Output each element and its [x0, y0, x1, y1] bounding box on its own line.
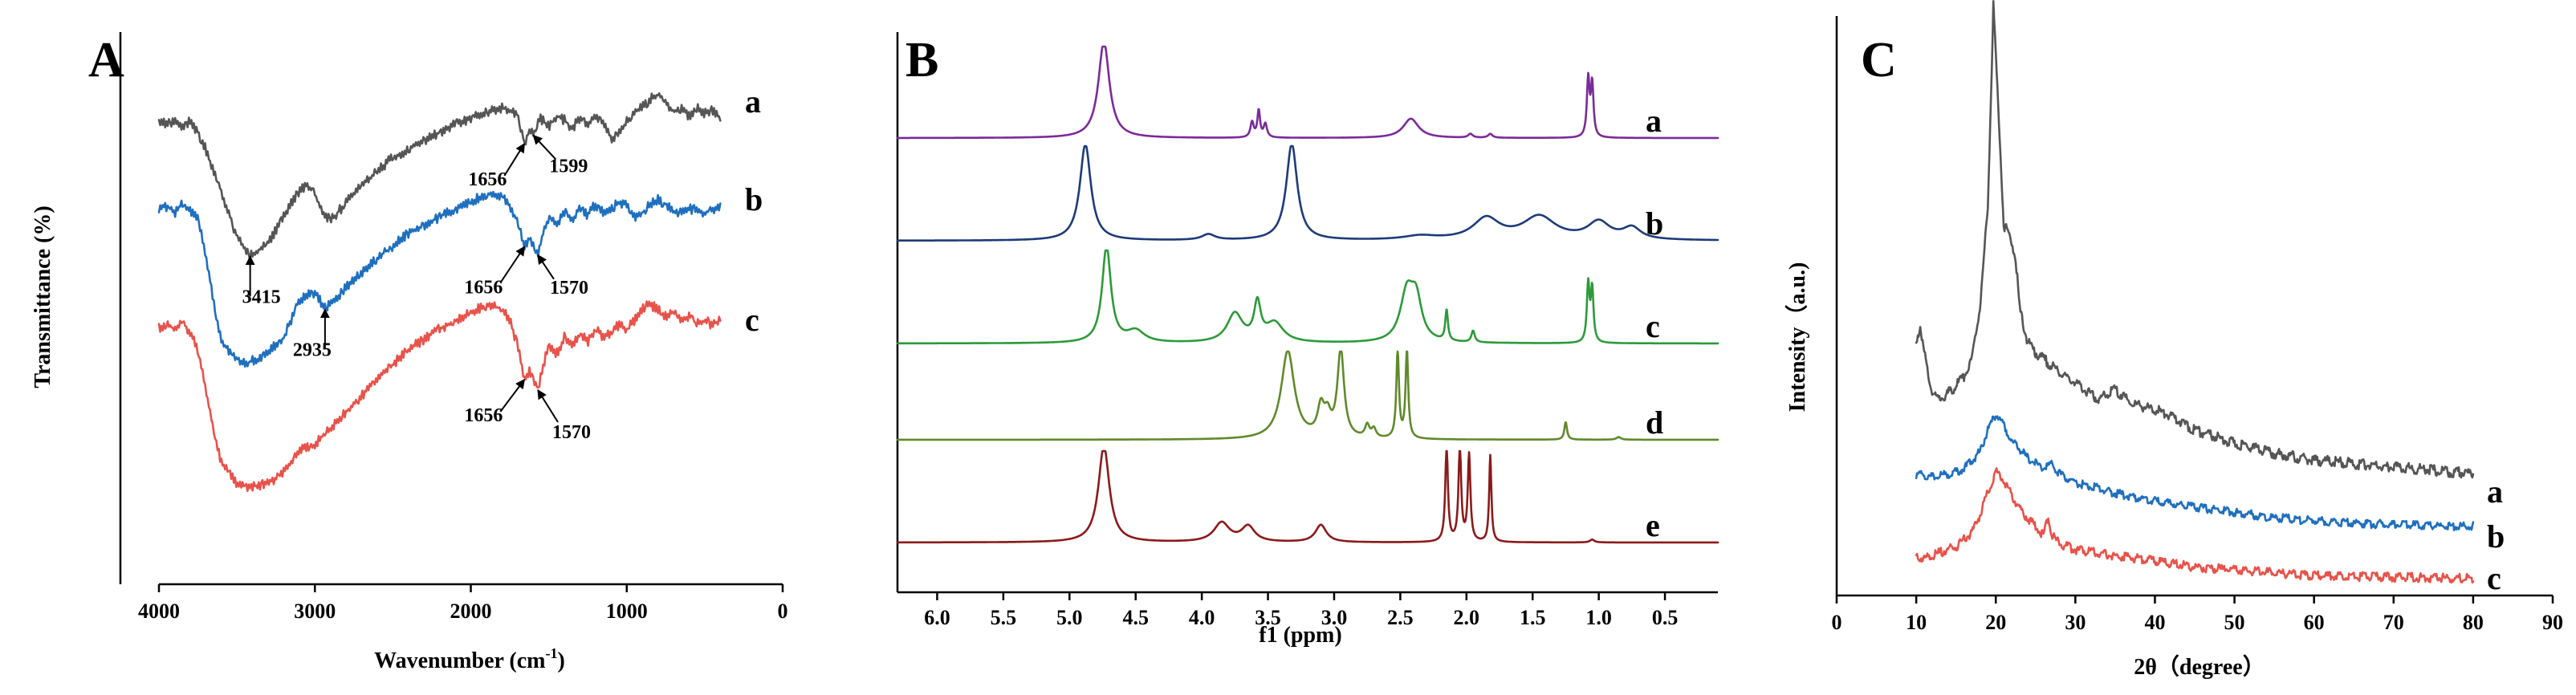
panel-c-tick-label: 0 [1832, 611, 1842, 634]
panel-b-tick-label: 6.0 [924, 606, 950, 629]
panel-c-tick-label: 80 [2463, 611, 2484, 634]
panel-c-tick-label: 20 [1985, 611, 2006, 634]
panel-b-series-a [896, 45, 1719, 140]
panel-a-xlabel: Wavenumber (cm-1) [374, 645, 565, 673]
panel-a-annotation-label: 1656 [464, 277, 503, 298]
panel-b-series-b [896, 144, 1719, 242]
panel-a-series-b [157, 190, 722, 368]
panel-a-annotation-arrow [532, 134, 557, 161]
panel-a-series-c [157, 300, 722, 493]
panel-b-tick-label: 4.5 [1122, 606, 1149, 629]
panel-b-series-d [896, 350, 1719, 441]
panel-a-annotation-label: 1656 [468, 169, 507, 190]
panel-c-curve-label-c: c [2487, 560, 2501, 596]
panel-c-xlabel: 2θ（degree） [2134, 653, 2265, 680]
panel-b-tick-label: 0.5 [1652, 606, 1679, 629]
panel-a-tick-label: 3000 [294, 599, 336, 623]
panel-b-series-e [896, 449, 1719, 544]
panel-a-annotation-arrow [499, 246, 526, 283]
panel-c-tick-label: 30 [2065, 611, 2086, 634]
panel-b-tick-label: 2.5 [1387, 606, 1414, 629]
panel-a-annotation-label: 1570 [552, 422, 591, 443]
panel-a-annotation-arrow [537, 388, 559, 423]
panel-c-tick-label: 60 [2304, 611, 2325, 634]
panel-b-curve-label-b: b [1646, 205, 1663, 242]
panel-b-tick-label: 5.5 [991, 606, 1017, 629]
panel-a: A Transmittance (%) Wavenumber (cm-1) 40… [31, 32, 788, 673]
panel-a-ylabel: Transmittance (%) [31, 205, 55, 388]
panel-a-annotation-arrow [537, 254, 555, 280]
panel-a-annotation-arrow [503, 142, 526, 177]
panel-a-curve-label-c: c [745, 302, 759, 338]
panel-b-tick-label: 2.0 [1454, 606, 1480, 629]
panel-c-tick-label: 10 [1906, 611, 1927, 634]
panel-a-tick-label: 0 [778, 599, 788, 623]
panel-c-series-a [1915, 0, 2475, 479]
panel-a-annotation-arrow [499, 379, 526, 413]
panel-a-annotation-label: 1570 [550, 278, 588, 299]
panel-c-curve-label-b: b [2487, 518, 2505, 555]
panel-b-tick-label: 3.5 [1255, 606, 1281, 629]
panel-a-curve-label-b: b [745, 181, 763, 217]
panel-b-tick-label: 4.0 [1189, 606, 1215, 629]
panel-b-tick-label: 1.0 [1585, 606, 1612, 629]
panel-c-curve-label-a: a [2487, 473, 2503, 510]
panel-a-tick-label: 1000 [606, 599, 648, 623]
panel-letter-a: A [88, 33, 124, 87]
panel-b-tick-label: 1.5 [1520, 606, 1546, 629]
panel-a-annotation-label: 2935 [293, 339, 332, 360]
panel-b: B f1 (ppm) 6.0 5.5 5.0 4.5 4.0 3.5 3.0 2.5 2.0 1.… [896, 32, 1719, 648]
panel-b-curve-label-e: e [1646, 507, 1660, 543]
panel-c-ylabel: Intensity（a.u.) [1784, 262, 1810, 413]
panel-a-series-a [157, 91, 722, 262]
panel-c-tick-label: 40 [2144, 611, 2165, 634]
panel-letter-b: B [905, 33, 938, 87]
panel-b-curve-label-a: a [1646, 103, 1662, 139]
panel-c-series-c [1915, 467, 2475, 584]
panel-b-curve-label-c: c [1646, 308, 1660, 344]
panel-b-series-c [896, 249, 1719, 345]
panel-c-tick-label: 70 [2383, 611, 2404, 634]
panel-c-tick-label: 90 [2542, 611, 2563, 634]
panel-a-tick-label: 4000 [138, 599, 180, 623]
panel-a-annotation-label: 1656 [464, 405, 503, 426]
panel-a-tick-label: 2000 [450, 599, 492, 623]
panel-a-annotation-label: 3415 [242, 287, 281, 307]
panel-a-annotation-label: 1599 [549, 156, 588, 177]
panel-b-xlabel: f1 (ppm) [1259, 623, 1341, 648]
panel-letter-c: C [1861, 33, 1897, 87]
panel-c-tick-label: 50 [2224, 611, 2245, 634]
panel-a-curve-label-a: a [745, 83, 761, 120]
panel-c-series-b [1915, 415, 2475, 531]
panel-b-tick-label: 3.0 [1321, 606, 1348, 629]
panel-c: C Intensity（a.u.) 2θ（degree） 0 10 20 30 40 50… [1784, 0, 2563, 680]
panel-b-curve-label-d: d [1646, 404, 1663, 441]
panel-b-tick-label: 5.0 [1056, 606, 1083, 629]
